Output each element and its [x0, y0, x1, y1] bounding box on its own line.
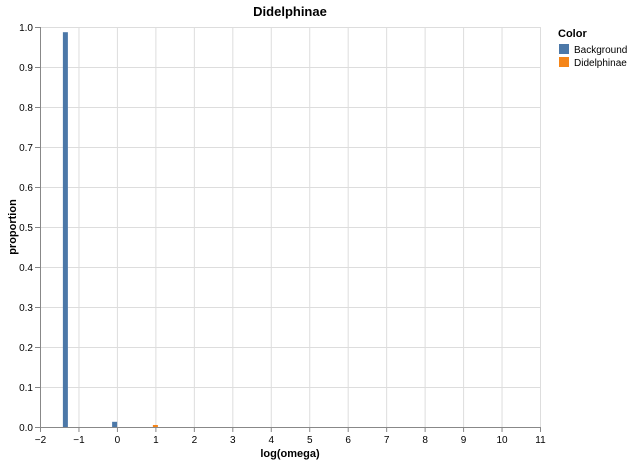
y-tick-label: 0.2 [19, 343, 33, 354]
legend-swatch [559, 44, 569, 54]
y-tick-label: 0.8 [19, 103, 33, 114]
legend-swatch [559, 57, 569, 67]
x-axis-title: log(omega) [260, 448, 320, 460]
grid [40, 27, 541, 428]
x-tick-label: 11 [535, 435, 546, 446]
y-tick-label: 0.1 [19, 383, 33, 394]
y-tick-label: 1.0 [19, 23, 33, 34]
legend-label: Background [574, 45, 627, 56]
y-tick-label: 0.0 [19, 423, 33, 434]
x-tick-label: 9 [461, 435, 467, 446]
x-tick-label: −2 [35, 435, 47, 446]
y-axis-title: proportion [7, 199, 19, 255]
bar-didelphinae [152, 425, 158, 427]
legend-title: Color [558, 28, 587, 40]
x-tick-label: 10 [496, 435, 508, 446]
bars [62, 32, 158, 427]
y-tick-label: 0.9 [19, 63, 33, 74]
chart-title: Didelphinae [253, 4, 327, 19]
y-tick-label: 0.3 [19, 303, 33, 314]
y-tick-label: 0.4 [19, 263, 33, 274]
legend-label: Didelphinae [574, 58, 627, 69]
legend: Color Background Didelphinae [558, 28, 627, 69]
x-tick-label: 5 [307, 435, 313, 446]
bar-background [62, 32, 68, 427]
x-tick-label: −1 [73, 435, 85, 446]
x-tick-label: 2 [192, 435, 198, 446]
axes: −2 −1 0 1 2 3 4 5 6 7 8 9 10 11 0.0 0.1 0.2 0.3 0.4 0.5 0.6 0… [19, 23, 546, 446]
x-tick-label: 7 [384, 435, 390, 446]
x-tick-label: 6 [345, 435, 351, 446]
x-tick-label: 4 [268, 435, 274, 446]
y-tick-label: 0.5 [19, 223, 33, 234]
x-tick-label: 0 [115, 435, 121, 446]
y-tick-label: 0.7 [19, 143, 33, 154]
x-tick-label: 8 [422, 435, 428, 446]
x-tick-label: 3 [230, 435, 236, 446]
bar-background [112, 421, 118, 427]
x-tick-label: 1 [153, 435, 159, 446]
y-tick-label: 0.6 [19, 183, 33, 194]
